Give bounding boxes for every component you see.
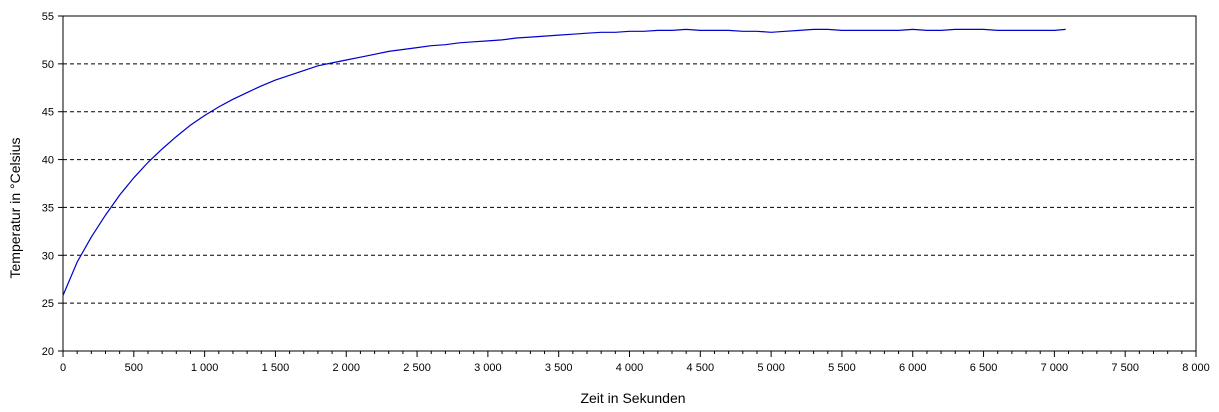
series-line [62,28,1066,296]
x-tick-label: 2 500 [403,362,431,374]
x-tick-label: 500 [125,362,143,374]
x-tick-label: 4 500 [687,362,715,374]
x-axis-title: Zeit in Sekunden [580,390,685,406]
x-tick-label: 4 000 [616,362,644,374]
y-axis-title: Temperatur in °Celsius [7,138,23,279]
y-tick-label: 50 [42,59,54,71]
x-tick-label: 1 000 [191,362,219,374]
x-axis: 0 500 1 000 1 500 2 000 2 500 3 000 3 500 4 000 4… [60,351,1210,374]
x-tick-label: 3 000 [474,362,502,374]
x-tick-label: 1 500 [262,362,290,374]
x-tick-label: 7 500 [1111,362,1139,374]
x-tick-label: 3 500 [545,362,573,374]
x-tick-label: 2 000 [332,362,360,374]
y-tick-label: 35 [42,202,54,214]
y-tick-label: 55 [42,11,54,23]
series-group [62,28,1066,296]
x-tick-label: 8 000 [1182,362,1210,374]
x-tick-label: 6 500 [970,362,998,374]
y-tick-label: 30 [42,250,54,262]
y-axis: 20 25 30 35 40 45 50 55 [42,11,63,358]
y-tick-label: 25 [42,298,54,310]
x-tick-label: 5 000 [757,362,785,374]
x-tick-label: 7 000 [1041,362,1069,374]
y-tick-label: 45 [42,107,54,119]
x-tick-label: 6 000 [899,362,927,374]
plot-area [62,15,1197,352]
x-tick-label: 5 500 [828,362,856,374]
x-tick-label: 0 [60,362,66,374]
y-tick-label: 20 [42,346,54,358]
y-tick-label: 40 [42,155,54,167]
